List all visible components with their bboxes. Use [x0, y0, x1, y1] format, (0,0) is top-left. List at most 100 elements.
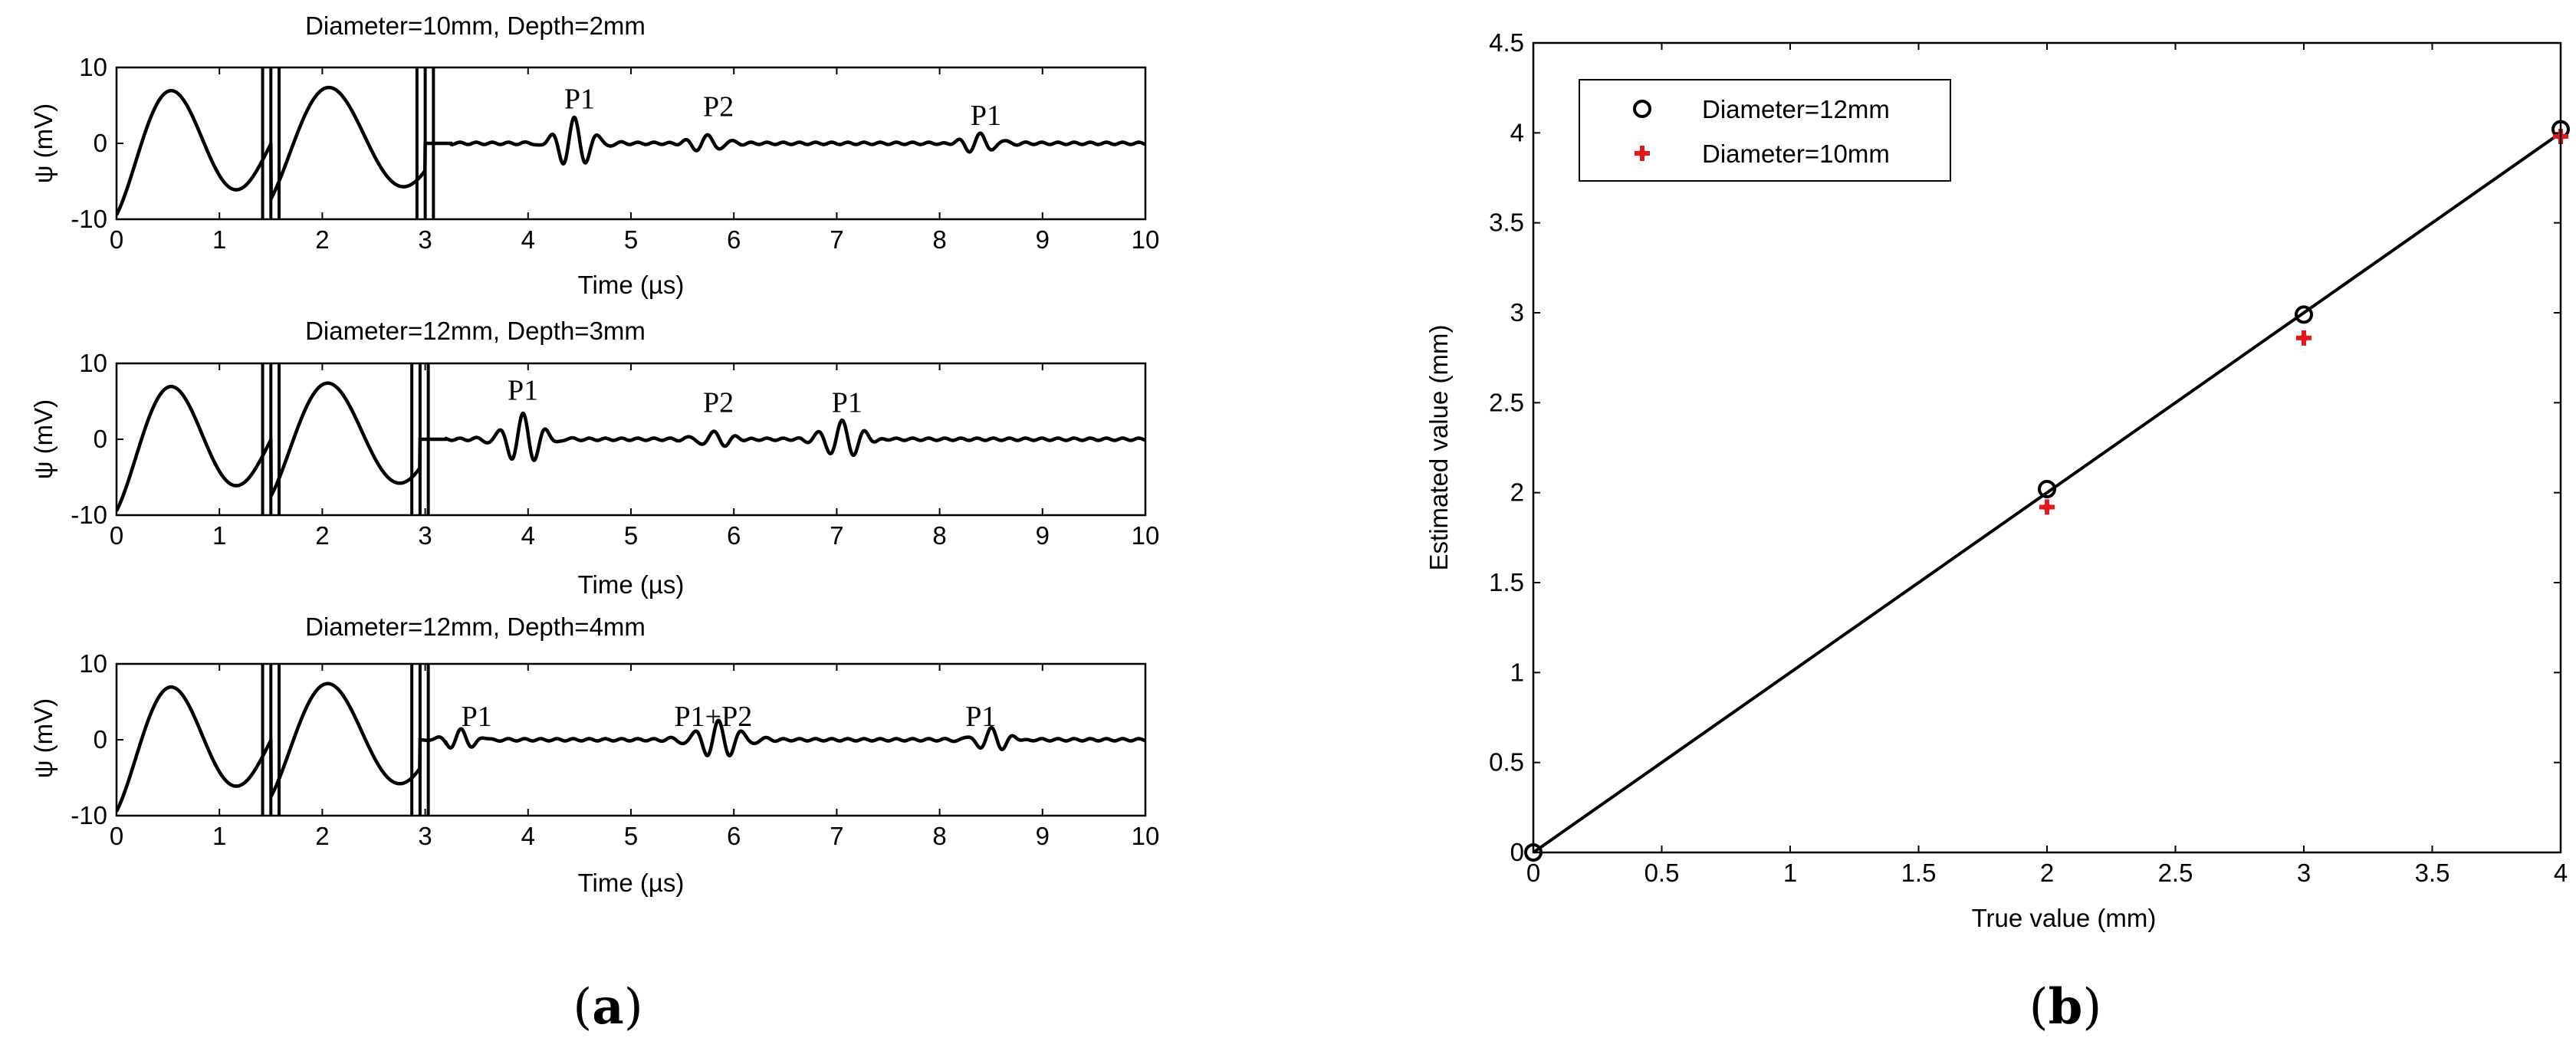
- y-tick-label: 4.5: [1489, 28, 1524, 57]
- data-point-12mm: [2038, 479, 2056, 498]
- waveform-plot-3: Diameter=12mm, Depth=4mm 0 1 2 3 4 5 6 7 8 9 10 -10…: [29, 613, 1159, 897]
- legend: Diameter=12mm Diameter=10mm: [1579, 79, 1951, 182]
- y-tick-label: 4: [1510, 118, 1524, 146]
- x-tick-label: 7: [830, 822, 843, 850]
- x-tick-label: 10: [1132, 225, 1160, 254]
- x-tick-label: 6: [727, 822, 741, 850]
- legend-marker-circle: [1633, 100, 1651, 118]
- y-tick-label: 0: [94, 725, 107, 754]
- data-point-10mm: [2296, 330, 2312, 346]
- x-tick-label: 0: [110, 521, 123, 550]
- x-tick-label: 2: [315, 521, 329, 550]
- x-tick-label: 3.5: [2415, 859, 2450, 887]
- y-tick-label: 1.5: [1489, 568, 1524, 596]
- scatter-xlabel: True value (mm): [1972, 904, 2157, 932]
- waveform-plot-2-xlabel: Time (µs): [578, 570, 685, 599]
- plot-frame: [1532, 41, 2562, 854]
- x-tick-label: 0: [110, 822, 123, 850]
- legend-marker-star: [1635, 146, 1650, 161]
- x-tick-label: 2.5: [2158, 859, 2193, 887]
- y-tick-label: 2.5: [1489, 388, 1524, 416]
- waveform-plot-2: Diameter=12mm, Depth=3mm 0 1 2 3 4 5 6 7 8 9 10 -10…: [29, 317, 1159, 599]
- echo-label: P1+P2: [675, 701, 753, 733]
- y-tick-label: 1: [1510, 658, 1524, 686]
- x-tick-label: 0: [110, 225, 123, 254]
- x-tick-label: 8: [932, 822, 946, 850]
- x-tick-label: 1: [1783, 859, 1797, 887]
- x-tick-label: 2: [315, 822, 329, 850]
- reference-line: [1532, 131, 2562, 854]
- y-tick-label: 0: [1510, 838, 1524, 866]
- y-tick-label: 10: [79, 649, 107, 678]
- panel-b-caption: (b): [2029, 978, 2102, 1036]
- scatter-ylabel: Estimated value (mm): [1424, 325, 1453, 571]
- waveform-trace: [117, 682, 1145, 813]
- x-tick-label: 3: [2297, 859, 2311, 887]
- depth-scatter-axes: 0 0.5 1 1.5 2 2.5 3 3.5 4 0 0.5 1 1.5 2 2.5 3 3.5 4 4.5 Dia…: [1489, 28, 2570, 887]
- x-tick-label: 5: [624, 822, 638, 850]
- waveform-plot-3-xlabel: Time (µs): [578, 869, 685, 897]
- x-tick-label: 8: [932, 521, 946, 550]
- x-tick-label: 5: [624, 521, 638, 550]
- x-tick-label: 0.5: [1644, 859, 1680, 887]
- x-tick-label: 4: [521, 822, 535, 850]
- x-tick-label: 4: [2554, 859, 2568, 887]
- x-tick-label: 9: [1036, 225, 1050, 254]
- x-tick-label: 0: [1526, 859, 1540, 887]
- y-tick-label: 3: [1510, 298, 1524, 327]
- waveform-plot-2-ylabel: ψ (mV): [29, 399, 58, 479]
- x-tick-label: 10: [1132, 822, 1160, 850]
- panel-a-caption: (a): [573, 978, 642, 1036]
- y-tick-label: 0: [94, 129, 107, 157]
- depth-scatter-plot: 0 0.5 1 1.5 2 2.5 3 3.5 4 0 0.5 1 1.5 2 2.5 3 3.5 4 4.5 Dia…: [1424, 28, 2570, 932]
- legend-label: Diameter=10mm: [1702, 140, 1890, 168]
- x-tick-label: 2: [2040, 859, 2054, 887]
- waveform-trace: [117, 85, 1145, 216]
- x-tick-label: 3: [418, 822, 432, 850]
- y-tick-label: 2: [1510, 478, 1524, 507]
- x-tick-label: 9: [1036, 521, 1050, 550]
- waveform-plot-3-title: Diameter=12mm, Depth=4mm: [305, 613, 646, 641]
- data-point-12mm: [2295, 305, 2313, 324]
- x-tick-label: 4: [521, 225, 535, 254]
- legend-box: [1579, 79, 1951, 182]
- x-tick-label: 7: [830, 521, 843, 550]
- waveform-plot-1-xlabel: Time (µs): [578, 271, 685, 299]
- plot-frame: [115, 662, 1147, 817]
- x-tick-label: 1: [212, 822, 226, 850]
- waveform-plot-1: Diameter=10mm, Depth=2mm 0 1 2 3 4 5 6 7 8 9 10 -10…: [29, 11, 1159, 299]
- echo-label: P1: [508, 375, 538, 407]
- x-tick-label: 8: [932, 225, 946, 254]
- x-tick-label: 10: [1132, 521, 1160, 550]
- echo-label: P1: [971, 100, 1001, 132]
- y-tick-label: 10: [79, 349, 107, 377]
- data-point-10mm: [2039, 499, 2055, 515]
- y-tick-label: -10: [71, 205, 107, 233]
- x-tick-label: 3: [418, 225, 432, 254]
- echo-label: P1: [564, 83, 595, 115]
- x-tick-label: 6: [727, 521, 741, 550]
- x-tick-label: 4: [521, 521, 535, 550]
- x-tick-label: 3: [418, 521, 432, 550]
- x-tick-label: 7: [830, 225, 843, 254]
- y-tick-label: -10: [71, 801, 107, 829]
- y-tick-label: 10: [79, 53, 107, 81]
- y-tick-label: 0: [94, 425, 107, 453]
- echo-label: P1: [462, 701, 492, 733]
- x-tick-label: 1: [212, 521, 226, 550]
- legend-label: Diameter=12mm: [1702, 95, 1890, 123]
- waveform-plot-2-title: Diameter=12mm, Depth=3mm: [305, 317, 646, 345]
- x-tick-label: 1: [212, 225, 226, 254]
- echo-label: P1: [965, 701, 996, 733]
- echo-label: P2: [703, 386, 734, 419]
- x-tick-label: 1.5: [1901, 859, 1937, 887]
- y-tick-label: 3.5: [1489, 209, 1524, 237]
- waveform-plot-1-ylabel: ψ (mV): [29, 103, 58, 183]
- plot-frame: [115, 362, 1147, 517]
- y-tick-label: 0.5: [1489, 748, 1524, 777]
- waveform-trace: [117, 381, 1145, 512]
